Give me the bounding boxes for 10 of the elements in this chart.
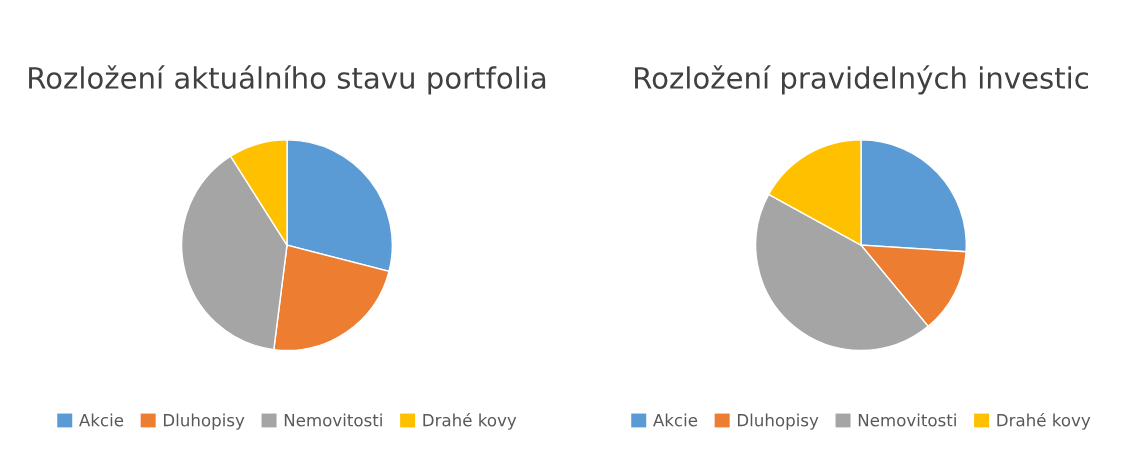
legend-label: Drahé kovy: [997, 412, 1091, 430]
legend-label: Nemovitosti: [858, 413, 956, 427]
legend-label: Akcie: [79, 413, 124, 427]
legend-label: Nemovitosti: [284, 413, 382, 427]
chart-title: Rozložení aktuálního stavu portfolia: [29, 65, 546, 95]
legend-label: Dluhopisy: [737, 413, 819, 430]
legend-label: Dluhopisy: [163, 413, 245, 430]
legend-label: Akcie: [653, 413, 698, 427]
chart-title: Rozložení pravidelných investic: [635, 65, 1088, 95]
legend-label: Drahé kovy: [423, 412, 517, 430]
